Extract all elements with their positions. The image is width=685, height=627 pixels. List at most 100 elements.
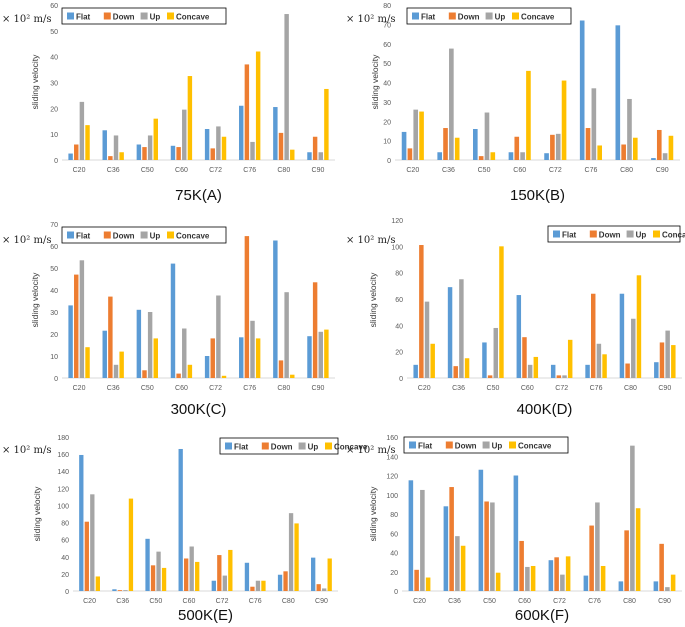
- bar-up-c80: [627, 98, 632, 160]
- bar-flat-c36: [102, 330, 107, 378]
- bar-up-c60: [527, 364, 533, 378]
- y-tick-label: 30: [50, 310, 58, 317]
- y-tick-label: 140: [386, 454, 398, 461]
- x-tick-label: C60: [521, 385, 534, 392]
- bar-flat-c72: [548, 560, 554, 591]
- bar-concave-c76: [261, 580, 266, 591]
- bar-flat-c72: [204, 129, 210, 160]
- bar-down-c80: [278, 132, 284, 161]
- bar-down-c36: [443, 128, 448, 160]
- x-tick-label: C80: [623, 598, 636, 605]
- bar-concave-c90: [668, 135, 674, 160]
- y-tick-label: 60: [50, 244, 58, 251]
- y-tick-label: 20: [390, 570, 398, 577]
- bar-down-c90: [312, 282, 318, 378]
- y-unit-label: × 10² m/s: [2, 235, 51, 246]
- legend-swatch-concave: [512, 12, 519, 20]
- bar-up-c90: [318, 331, 323, 378]
- bar-up-c76: [595, 502, 600, 591]
- legend-label-concave: Concave: [334, 443, 368, 452]
- bar-concave-c20: [419, 111, 424, 160]
- bar-up-c76: [250, 320, 255, 378]
- bar-up-c60: [189, 546, 194, 591]
- bar-flat-c20: [79, 454, 84, 591]
- legend-swatch-down: [261, 442, 269, 450]
- x-tick-label: C50: [483, 598, 496, 605]
- bar-up-c36: [123, 590, 128, 591]
- bar-down-c60: [176, 373, 181, 378]
- bar-flat-c36: [447, 287, 453, 378]
- x-tick-label: C72: [549, 167, 562, 174]
- y-tick-label: 40: [383, 81, 391, 88]
- chart-panel-b: 0 10 20 30 40 50 60 70 80 C20 C36 C50 C60 C72 C76 C80 C9…: [346, 3, 680, 204]
- bar-concave-c76: [255, 51, 261, 160]
- x-tick-label: C36: [107, 385, 120, 392]
- bar-concave-c72: [561, 80, 567, 160]
- x-tick-label: C80: [277, 167, 290, 174]
- bar-concave-c36: [128, 498, 134, 591]
- bar-flat-c72: [550, 364, 556, 378]
- bar-concave-c50: [153, 338, 158, 378]
- legend-label-flat: Flat: [421, 13, 436, 22]
- y-tick-label: 60: [383, 42, 391, 49]
- y-unit-label: × 10² m/s: [2, 445, 51, 456]
- bar-concave-c72: [221, 375, 227, 378]
- legend: Flat Down Up Concave: [219, 437, 368, 455]
- bar-flat-c50: [136, 309, 142, 378]
- x-tick-label: C72: [216, 598, 229, 605]
- bar-down-c60: [184, 558, 189, 591]
- legend-label-flat: Flat: [76, 232, 91, 241]
- bar-up-c20: [413, 109, 419, 161]
- bar-concave-c20: [430, 343, 435, 378]
- x-tick-label: C50: [141, 385, 154, 392]
- bar-concave-c36: [454, 137, 460, 160]
- bar-up-c80: [288, 513, 294, 591]
- bar-concave-c50: [161, 567, 167, 591]
- x-tick-label: C90: [658, 598, 671, 605]
- y-tick-label: 100: [386, 493, 398, 500]
- y-tick-label: 30: [50, 81, 58, 88]
- bar-concave-c36: [119, 351, 124, 378]
- bar-flat-c20: [68, 153, 73, 160]
- bar-flat-c76: [239, 105, 244, 160]
- legend-swatch-concave: [167, 231, 174, 239]
- bar-up-c60: [182, 109, 187, 161]
- bar-up-c80: [284, 292, 289, 378]
- bar-concave-c36: [460, 545, 466, 591]
- bar-up-c20: [79, 101, 85, 161]
- bar-down-c90: [656, 129, 662, 160]
- bar-down-c76: [244, 64, 250, 160]
- bar-down-c36: [108, 296, 113, 378]
- bar-down-c20: [419, 245, 424, 378]
- x-tick-label: C36: [116, 598, 129, 605]
- bar-flat-c60: [516, 295, 522, 378]
- y-axis-label: sliding velocity: [368, 486, 378, 542]
- x-tick-label: C72: [555, 385, 568, 392]
- bar-concave-c60: [533, 356, 539, 378]
- x-tick-label: C76: [585, 167, 598, 174]
- bar-flat-c90: [654, 362, 659, 378]
- y-tick-label: 80: [395, 271, 403, 278]
- legend-swatch-down: [445, 441, 453, 449]
- bar-down-c20: [74, 144, 79, 160]
- legend-label-concave: Concave: [518, 442, 552, 451]
- x-tick-label: C90: [315, 598, 328, 605]
- bar-concave-c76: [600, 565, 606, 591]
- x-tick-label: C36: [442, 167, 455, 174]
- bar-down-c72: [210, 148, 215, 161]
- bar-concave-c20: [95, 576, 100, 591]
- y-tick-label: 0: [399, 376, 403, 383]
- legend-swatch-up: [140, 231, 148, 239]
- legend-swatch-up: [482, 441, 490, 449]
- bar-concave-c80: [290, 149, 295, 160]
- bar-up-c50: [490, 502, 495, 591]
- bar-down-c60: [519, 540, 524, 591]
- bar-flat-c80: [619, 293, 625, 378]
- bar-down-c72: [550, 134, 555, 160]
- bar-down-c36: [449, 487, 454, 591]
- legend-swatch-up: [298, 442, 306, 450]
- bar-up-c90: [662, 153, 668, 160]
- x-tick-label: C90: [312, 385, 325, 392]
- x-tick-label: C50: [487, 385, 500, 392]
